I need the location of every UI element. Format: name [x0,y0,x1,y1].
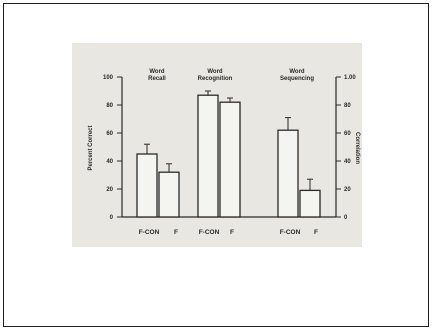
group-title: Recall [148,76,166,82]
right-tick-label: 40 [344,159,351,165]
category-label: F [174,229,178,236]
bar [219,101,241,218]
right-tick-group: 0 20 40 60 80 1.00 [336,75,356,221]
y-axis-label: Percent Correct [88,125,94,170]
group-title: Word [207,69,223,75]
left-tick-label: 0 [110,215,114,221]
bar [158,171,180,218]
left-tick-label: 60 [106,131,113,137]
category-label: F-CON [280,229,301,236]
left-tick-group: 0 20 40 60 80 100 [103,75,122,221]
group-title: Word [149,69,165,75]
bar [277,129,299,218]
group-title: Sequencing [280,76,314,82]
bar [197,94,219,218]
left-tick-label: 40 [106,159,113,165]
left-tick-label: 100 [103,75,114,81]
group-title: Recognition [198,76,233,82]
category-label: F [230,229,234,236]
category-label: F-CON [199,229,220,236]
right-tick-label: 20 [344,187,351,193]
category-label: F-CON [139,229,160,236]
category-label: F [314,229,318,236]
left-tick-label: 20 [106,187,113,193]
right-tick-label: 0 [344,215,348,221]
right-tick-label: 60 [344,131,351,137]
group-title: Word [289,69,305,75]
left-tick-label: 80 [106,103,113,109]
y2-axis-label: Correlation [354,132,360,164]
bar [299,189,321,218]
right-tick-label: 1.00 [344,75,356,81]
right-tick-label: 80 [344,103,351,109]
bar [136,153,158,218]
